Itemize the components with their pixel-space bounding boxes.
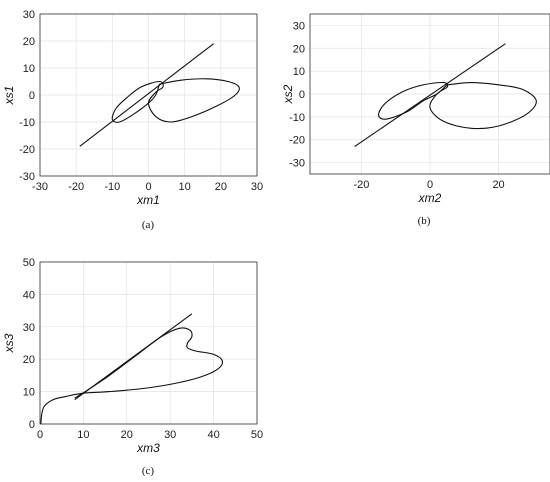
x-tick-label: 30 <box>251 181 263 193</box>
x-tick-label: 50 <box>251 429 263 441</box>
panel-caption: (a) <box>142 219 155 231</box>
x-tick-label: 0 <box>427 179 433 191</box>
y-tick-label: 0 <box>29 90 35 102</box>
y-tick-label: -10 <box>19 117 35 129</box>
x-tick-label: 10 <box>77 429 89 441</box>
x-tick-label: 0 <box>145 181 151 193</box>
plot-frame <box>39 261 258 425</box>
y-tick-label: -10 <box>289 112 305 124</box>
y-tick-label: 40 <box>23 289 35 301</box>
x-tick-label: 0 <box>37 429 43 441</box>
y-tick-label: 30 <box>23 322 35 334</box>
y-tick-label: 20 <box>293 43 305 55</box>
x-tick-label: 20 <box>121 429 133 441</box>
y-axis-label: xs2 <box>281 84 295 104</box>
y-tick-label: 10 <box>293 66 305 78</box>
x-tick-label: 10 <box>179 181 191 193</box>
y-tick-label: -30 <box>289 158 305 170</box>
y-tick-label: 0 <box>29 419 35 431</box>
x-axis-label: xm2 <box>418 191 442 205</box>
chart-panel-c: 0 10 20 30 40 50 0 10 20 30 40 50 xm3 xs3 (c) <box>2 257 263 477</box>
reference-line-series <box>79 43 214 147</box>
trajectory-series <box>40 327 223 424</box>
panel-caption: (c) <box>142 465 155 477</box>
y-tick-label: 20 <box>23 36 35 48</box>
y-axis-label: xs3 <box>2 333 16 353</box>
y-tick-label: -30 <box>19 171 35 183</box>
panel-caption: (b) <box>418 215 431 227</box>
plot-frame <box>39 13 258 177</box>
trajectory-series <box>378 81 537 130</box>
x-tick-label: 20 <box>215 181 227 193</box>
x-tick-label: 40 <box>207 429 219 441</box>
x-axis-label: xm3 <box>136 441 160 455</box>
x-tick-label: 30 <box>164 429 176 441</box>
y-tick-label: 10 <box>23 63 35 75</box>
chart-panel-a: -30 -20 -10 0 10 20 30 -30 -20 -10 0 10 20 30 xm1 xs1 (a… <box>2 9 263 231</box>
x-axis-label: xm1 <box>136 193 160 207</box>
x-tick-label: -20 <box>353 179 369 191</box>
y-tick-label: 50 <box>23 257 35 269</box>
plot-frame <box>309 13 550 175</box>
reference-line-series <box>354 43 506 148</box>
y-tick-label: 10 <box>23 387 35 399</box>
y-tick-label: 30 <box>23 9 35 21</box>
x-tick-label: -10 <box>104 181 120 193</box>
y-tick-label: -20 <box>19 144 35 156</box>
x-tick-label: -20 <box>68 181 84 193</box>
y-tick-label: 20 <box>23 354 35 366</box>
y-tick-label: 0 <box>299 89 305 101</box>
y-tick-label: 30 <box>293 20 305 32</box>
x-tick-label: -30 <box>32 181 48 193</box>
x-tick-label: 20 <box>492 179 504 191</box>
y-tick-label: -20 <box>289 135 305 147</box>
trajectory-series <box>111 78 240 123</box>
y-axis-label: xs1 <box>2 86 16 106</box>
chart-panel-b: -20 0 20 -30 -20 -10 0 10 20 30 xm2 xs2 (b) <box>281 13 550 227</box>
